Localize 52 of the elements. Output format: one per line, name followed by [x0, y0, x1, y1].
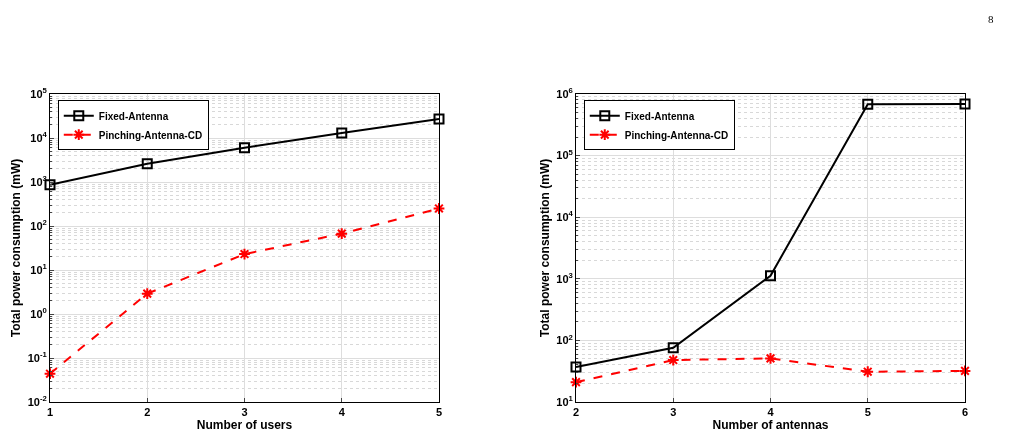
- point: [238, 247, 251, 261]
- point: [140, 287, 154, 301]
- x-tick-label: 6: [961, 406, 969, 419]
- x-tick-label: 1: [46, 406, 54, 419]
- y-tick-label: 10$^{4}$: [30, 130, 48, 144]
- y-tick-label: 10$^{0}$: [30, 306, 47, 320]
- x-axis-title: Number of antennas: [712, 418, 829, 433]
- y-tick-label: 10$^{1}$: [30, 262, 48, 276]
- y-tick-label: 10$^{-2}$: [27, 394, 47, 408]
- text: 8: [988, 13, 994, 25]
- point: [862, 98, 874, 110]
- point: [666, 353, 680, 367]
- point: [141, 158, 153, 170]
- x-tick-label: 2: [572, 406, 580, 419]
- y-tick-label: 10$^{2}$: [556, 332, 573, 347]
- x-tick-label: 3: [670, 406, 677, 419]
- point: [43, 367, 57, 381]
- point: [764, 352, 777, 365]
- point: [239, 142, 250, 154]
- y-tick-label: 10$^{1}$: [556, 394, 574, 408]
- legend-label: Pinching-Antenna-CD: [624, 129, 729, 141]
- x-axis-title: Number of users: [196, 418, 293, 433]
- y-tick-label: 10$^{5}$: [556, 147, 574, 162]
- x-tick-label: 5: [435, 406, 443, 419]
- y-tick-label: 10$^{4}$: [556, 209, 574, 224]
- legend-label: Pinching-Antenna-CD: [98, 129, 203, 141]
- y-tick-label: 10$^{6}$: [556, 86, 573, 100]
- x-tick-label: 3: [241, 406, 248, 419]
- point: [959, 98, 971, 110]
- y-axis-title: Total power consumption (mW): [9, 158, 24, 338]
- x-tick-label: 2: [144, 406, 151, 419]
- point: [570, 361, 582, 373]
- x-tick-label: 4: [767, 406, 775, 419]
- point: [335, 227, 349, 241]
- point: [667, 342, 679, 354]
- y-tick-label: 10$^{3}$: [556, 271, 573, 285]
- point: [44, 179, 56, 191]
- point: [433, 113, 445, 125]
- y-tick-label: 10$^{2}$: [30, 218, 47, 232]
- point: [569, 375, 583, 389]
- point: [765, 270, 776, 282]
- x-tick-label: 4: [338, 406, 346, 419]
- point: [958, 364, 972, 378]
- y-axis-title: Total power consumption (mW): [537, 158, 552, 338]
- point: [432, 202, 446, 215]
- legend-label: Fixed-Antenna: [98, 110, 169, 122]
- legend-label: Fixed-Antenna: [624, 110, 695, 122]
- y-tick-label: 10$^{5}$: [30, 86, 48, 100]
- x-tick-label: 5: [864, 406, 871, 419]
- y-tick-label: 10$^{-1}$: [27, 350, 48, 364]
- point: [336, 127, 348, 139]
- point: [861, 365, 875, 379]
